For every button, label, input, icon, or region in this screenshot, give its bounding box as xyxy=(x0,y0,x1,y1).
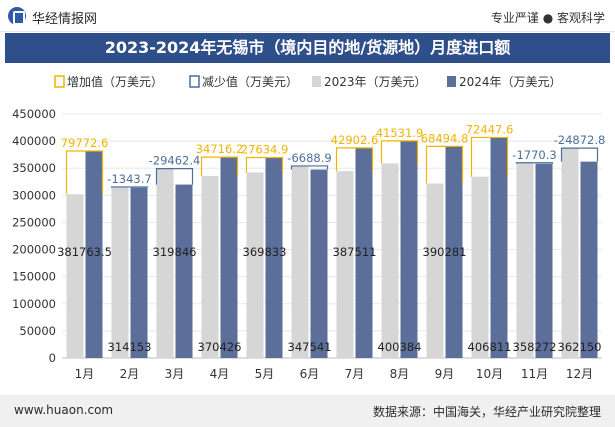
change-label: 72447.6 xyxy=(466,122,514,136)
change-label: -24872.8 xyxy=(554,133,606,147)
legend-label: 增加值（万美元） xyxy=(67,74,163,89)
bar-2024 xyxy=(445,146,463,358)
y-tick-label: 150000 xyxy=(12,270,56,284)
value-label-2024: 406811 xyxy=(468,340,512,354)
bar-2023 xyxy=(66,194,84,358)
value-label-2024: 314153 xyxy=(108,340,152,354)
change-label: 68494.8 xyxy=(421,131,469,145)
legend-swatch-increase xyxy=(54,75,65,88)
bar-2023 xyxy=(426,183,444,358)
bar-2024 xyxy=(85,150,103,358)
bar-2023 xyxy=(246,172,264,358)
change-label: 42902.6 xyxy=(331,133,379,147)
legend-swatch-2023 xyxy=(312,76,321,87)
bar-2024 xyxy=(490,137,508,358)
decrease-bracket xyxy=(110,186,149,188)
value-label-2024: 358272 xyxy=(513,340,557,354)
y-tick-label: 200000 xyxy=(12,243,56,257)
bar-2024 xyxy=(355,147,373,358)
change-label: 27634.9 xyxy=(241,142,289,156)
bar-2023 xyxy=(561,148,579,358)
change-label: -29462.4 xyxy=(149,154,201,168)
bar-2023 xyxy=(111,186,129,358)
legend-label: 2023年（万美元） xyxy=(324,75,427,89)
bar-2024 xyxy=(175,184,193,358)
value-label-2024: 370426 xyxy=(198,340,242,354)
chart-area: 增加值（万美元） 减少值（万美元） 2023年（万美元） 2024年（万美元） 0 500… xyxy=(12,74,606,381)
bar-2024 xyxy=(220,157,238,358)
bar-2023 xyxy=(471,176,489,358)
value-label-2024: 400384 xyxy=(378,340,422,354)
increase-bracket xyxy=(380,140,419,164)
footer: www.huaon.com 数据来源：中国海关，华经产业研究院整理 xyxy=(0,395,615,427)
value-label-2024: 387511 xyxy=(333,245,377,259)
y-tick-label: 300000 xyxy=(12,188,56,202)
increase-bracket xyxy=(425,145,464,184)
bar-2023 xyxy=(336,171,354,358)
value-label-2024: 369833 xyxy=(243,245,287,259)
change-label: 41531.9 xyxy=(376,126,424,140)
increase-bracket xyxy=(470,136,509,177)
site-name: 华经情报网 xyxy=(32,12,98,27)
bar-2024 xyxy=(130,187,148,358)
change-label: 34716.2 xyxy=(196,142,244,156)
x-tick-label: 11月 xyxy=(521,367,548,381)
x-tick-label: 5月 xyxy=(255,367,275,381)
bar-2023 xyxy=(291,165,309,358)
decrease-bracket xyxy=(560,147,599,162)
change-label: 79772.6 xyxy=(61,136,109,150)
bar-2023 xyxy=(156,168,174,358)
x-tick-label: 6月 xyxy=(300,367,320,381)
x-tick-label: 4月 xyxy=(210,367,230,381)
change-label: -1343.7 xyxy=(107,172,151,186)
legend-swatch-2024 xyxy=(447,76,456,87)
legend-swatch-decrease xyxy=(189,75,200,88)
bar-2024 xyxy=(580,161,598,358)
increase-bracket xyxy=(65,150,104,195)
x-tick-label: 7月 xyxy=(345,367,365,381)
bar-2024 xyxy=(400,140,418,358)
y-tick-label: 250000 xyxy=(12,215,56,229)
x-tick-label: 12月 xyxy=(566,367,593,381)
value-label-2024: 319846 xyxy=(153,245,197,259)
decrease-bracket xyxy=(290,165,329,170)
legend-label: 减少值（万美元） xyxy=(202,74,298,89)
x-tick-label: 9月 xyxy=(435,367,455,381)
y-tick-label: 0 xyxy=(49,351,56,365)
top-bar: 华经情报网 专业严谨 ● 客观科学 xyxy=(0,0,615,32)
increase-bracket xyxy=(245,156,284,173)
value-label-2024: 381763.5 xyxy=(57,245,112,259)
bar-2024 xyxy=(265,157,283,358)
x-tick-label: 2月 xyxy=(120,367,140,381)
x-tick-label: 1月 xyxy=(75,367,95,381)
y-tick-label: 450000 xyxy=(12,107,56,121)
header-tags: 专业严谨 ● 客观科学 xyxy=(490,11,605,25)
increase-bracket xyxy=(335,147,374,172)
x-tick-label: 8月 xyxy=(390,367,410,381)
legend-label: 2024年（万美元） xyxy=(459,75,562,89)
bar-2024 xyxy=(535,163,553,358)
value-label-2024: 390281 xyxy=(423,245,467,259)
increase-bracket xyxy=(200,156,239,176)
y-tick-label: 350000 xyxy=(12,161,56,175)
bar-2023 xyxy=(201,175,219,358)
y-tick-label: 400000 xyxy=(12,134,56,148)
chart-title: 2023-2024年无锡市（境内目的地/货源地）月度进口额 xyxy=(5,33,610,63)
decrease-bracket xyxy=(515,162,554,164)
change-label: -1770.3 xyxy=(512,148,556,162)
change-label: -6688.9 xyxy=(287,151,331,165)
bar-2023 xyxy=(516,162,534,358)
x-tick-label: 10月 xyxy=(476,367,503,381)
decrease-bracket xyxy=(155,167,194,185)
value-label-2024: 347541 xyxy=(288,340,332,354)
logo-icon xyxy=(8,7,26,25)
x-tick-label: 3月 xyxy=(165,367,185,381)
data-source: 数据来源：中国海关，华经产业研究院整理 xyxy=(372,405,601,419)
y-tick-label: 100000 xyxy=(12,297,56,311)
bar-2024 xyxy=(310,169,328,358)
value-label-2024: 362150 xyxy=(558,340,602,354)
footer-url[interactable]: www.huaon.com xyxy=(14,403,114,417)
y-tick-label: 50000 xyxy=(19,324,56,338)
bar-2023 xyxy=(381,163,399,358)
